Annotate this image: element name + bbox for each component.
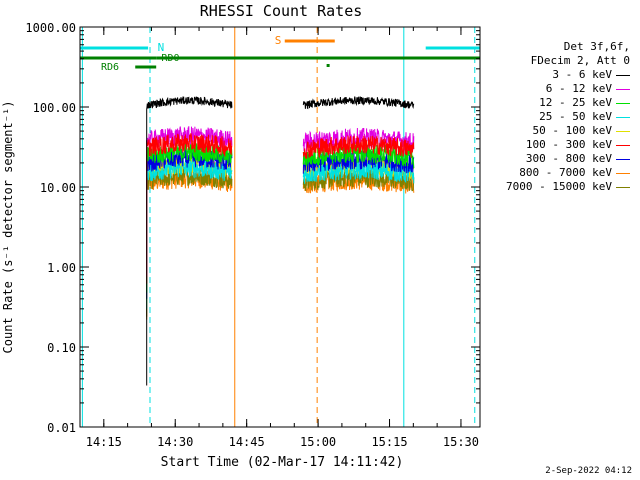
legend-label: 3 - 6 keV bbox=[552, 68, 612, 81]
rd-dot bbox=[326, 64, 330, 67]
legend-label: 50 - 100 keV bbox=[532, 124, 612, 137]
night-label: N bbox=[158, 41, 165, 54]
axis-layer: 1000.00 100.00 10.00 1.00 0.10 0.01 14:15 14:30… bbox=[25, 21, 480, 449]
x-axis-label: Start Time (02-Mar-17 14:11:42) bbox=[161, 455, 404, 470]
legend-swatch bbox=[616, 144, 630, 146]
y-tick-label: 1.00 bbox=[47, 261, 76, 275]
series-line-25to50keV bbox=[302, 159, 415, 184]
rd0-label: RD0 bbox=[161, 53, 179, 64]
series-line-100to300keV bbox=[146, 133, 233, 284]
legend-label: 12 - 25 keV bbox=[539, 96, 612, 109]
series-line-3to6keV bbox=[146, 96, 233, 386]
legend-entry: 100 - 300 keV bbox=[482, 138, 630, 152]
legend-header-detectors: Det 3f,6f, bbox=[563, 40, 630, 53]
rd6-label: RD6 bbox=[101, 62, 119, 73]
series-line-800to7000keV bbox=[146, 169, 233, 320]
legend-swatch bbox=[616, 88, 630, 90]
legend-swatch bbox=[616, 130, 630, 132]
legend-swatch bbox=[616, 74, 630, 76]
series-line-100to300keV bbox=[302, 135, 415, 159]
legend-label: 100 - 300 keV bbox=[525, 138, 612, 151]
legend-entry: 50 - 100 keV bbox=[482, 124, 630, 138]
legend-entry: 800 - 7000 keV bbox=[482, 166, 630, 180]
legend-swatch bbox=[616, 186, 630, 188]
y-tick-label: 1000.00 bbox=[25, 21, 76, 35]
y-tick-label: 0.01 bbox=[47, 421, 76, 435]
x-tick-label: 14:30 bbox=[157, 435, 193, 449]
legend-label: 6 - 12 keV bbox=[545, 82, 612, 95]
legend-label: 25 - 50 keV bbox=[539, 110, 612, 123]
legend-entry: 25 - 50 keV bbox=[482, 110, 630, 124]
y-axis-label: Count Rate (s⁻¹ detector segment⁻¹) bbox=[1, 101, 15, 354]
annotation-layer: N S RD0 RD6 bbox=[80, 27, 480, 427]
y-tick-label: 0.10 bbox=[47, 341, 76, 355]
legend-swatch bbox=[616, 172, 630, 174]
legend-entry: 12 - 25 keV bbox=[482, 96, 630, 110]
y-tick-label: 100.00 bbox=[33, 101, 76, 115]
series-layer bbox=[146, 96, 415, 386]
legend-label: 300 - 800 keV bbox=[525, 152, 612, 165]
plot-frame bbox=[79, 26, 481, 428]
saa-label: S bbox=[275, 34, 282, 47]
legend-entry: 6 - 12 keV bbox=[482, 82, 630, 96]
timestamp: 2-Sep-2022 04:12 bbox=[545, 466, 632, 476]
legend-header-decimation: FDecim 2, Att 0 bbox=[530, 54, 630, 67]
legend-swatch bbox=[616, 116, 630, 118]
legend-entry: 7000 - 15000 keV bbox=[482, 180, 630, 194]
legend-swatch bbox=[616, 102, 630, 104]
x-tick-label: 14:15 bbox=[86, 435, 122, 449]
y-tick-label: 10.00 bbox=[40, 181, 76, 195]
x-tick-label: 14:45 bbox=[229, 435, 265, 449]
legend-swatch bbox=[616, 158, 630, 160]
legend-entry: 3 - 6 keV bbox=[482, 68, 630, 82]
x-tick-label: 15:30 bbox=[443, 435, 479, 449]
series-line-3to6keV bbox=[302, 96, 415, 110]
legend: Det 3f,6f, FDecim 2, Att 0 3 - 6 keV 6 - … bbox=[482, 40, 630, 194]
x-tick-label: 15:00 bbox=[300, 435, 336, 449]
legend-entry: 300 - 800 keV bbox=[482, 152, 630, 166]
chart-title: RHESSI Count Rates bbox=[200, 2, 363, 20]
x-tick-label: 15:15 bbox=[371, 435, 407, 449]
legend-label: 800 - 7000 keV bbox=[519, 166, 612, 179]
series-line-7000to15000keV bbox=[302, 168, 415, 192]
legend-label: 7000 - 15000 keV bbox=[506, 180, 612, 193]
